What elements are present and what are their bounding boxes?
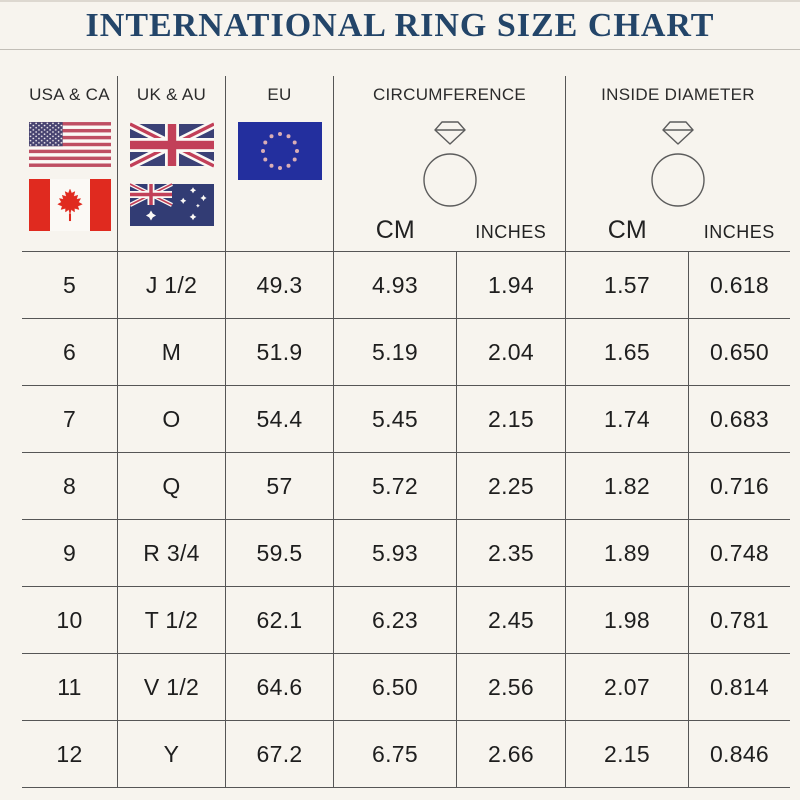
table-cell: 2.25 <box>456 453 565 519</box>
diameter-cm-label: CM <box>607 216 647 244</box>
table-cell: 9 <box>62 539 77 566</box>
diameter-units-row: CM INCHES <box>566 216 790 245</box>
table-cell: 4.93 <box>333 252 456 318</box>
header-col-inside-diameter: INSIDE DIAMETER CM INCHES <box>565 76 790 251</box>
table-cell: 12 <box>56 740 83 767</box>
table-cell: 2.56 <box>456 654 565 720</box>
table-cell: 1.74 <box>565 386 688 452</box>
table-cell: 1.94 <box>456 252 565 318</box>
canada-flag-icon <box>28 179 111 231</box>
uk-flag-icon <box>129 122 214 168</box>
table-row: 7 O 54.4 5.45 2.15 1.74 0.683 <box>22 385 790 452</box>
table-row: 5 J 1/2 49.3 4.93 1.94 1.57 0.618 <box>22 251 790 318</box>
table-cell: 59.5 <box>225 520 333 586</box>
diameter-inches-label: INCHES <box>703 222 775 242</box>
table-cell: 1.82 <box>565 453 688 519</box>
eu-flag-icon <box>237 122 322 180</box>
table-cell: 0.781 <box>688 587 790 653</box>
table-cell: 51.9 <box>225 319 333 385</box>
table-header: USA & CA <box>22 76 790 251</box>
table-cell: 2.04 <box>456 319 565 385</box>
table-cell: 1.98 <box>565 587 688 653</box>
circumference-inches-label: INCHES <box>475 222 547 242</box>
table-cell: 0.814 <box>688 654 790 720</box>
table-cell: 8 <box>62 472 77 499</box>
australia-flag-icon <box>129 182 214 226</box>
diamond-ring-icon <box>422 121 477 207</box>
size-table: USA & CA <box>22 76 790 788</box>
table-cell: 2.15 <box>456 386 565 452</box>
table-cell: 1.57 <box>565 252 688 318</box>
table-cell: 0.618 <box>688 252 790 318</box>
table-cell: 2.07 <box>565 654 688 720</box>
header-label-eu: EU <box>267 85 292 104</box>
table-cell: 0.748 <box>688 520 790 586</box>
table-row: 6 M 51.9 5.19 2.04 1.65 0.650 <box>22 318 790 385</box>
table-row: 12 Y 67.2 6.75 2.66 2.15 0.846 <box>22 720 790 787</box>
header-col-uk-au: UK & AU <box>117 76 225 251</box>
table-cell: 6.23 <box>333 587 456 653</box>
table-cell: 5.93 <box>333 520 456 586</box>
table-cell: 0.716 <box>688 453 790 519</box>
table-cell: 2.45 <box>456 587 565 653</box>
table-cell: O <box>117 386 225 452</box>
header-label-usa-ca: USA & CA <box>29 85 110 104</box>
table-row: 11 V 1/2 64.6 6.50 2.56 2.07 0.814 <box>22 653 790 720</box>
table-cell: 6 <box>62 338 77 365</box>
header-label-circumference: CIRCUMFERENCE <box>372 85 527 104</box>
table-cell: 64.6 <box>225 654 333 720</box>
table-cell: 2.35 <box>456 520 565 586</box>
usa-flag-icon <box>28 122 111 167</box>
header-col-usa-ca: USA & CA <box>22 76 117 251</box>
table-cell: 5.72 <box>333 453 456 519</box>
table-cell: 2.15 <box>565 721 688 787</box>
header-label-inside-diameter: INSIDE DIAMETER <box>601 85 755 104</box>
table-cell: 0.683 <box>688 386 790 452</box>
table-cell: 5.19 <box>333 319 456 385</box>
circumference-cm-label: CM <box>375 216 415 244</box>
table-cell: M <box>117 319 225 385</box>
table-cell: 5.45 <box>333 386 456 452</box>
uk-australia-flags <box>118 122 225 230</box>
eu-flag-wrap <box>226 122 333 180</box>
table-cell: 62.1 <box>225 587 333 653</box>
table-cell: Y <box>117 721 225 787</box>
chart-title-bar: INTERNATIONAL RING SIZE CHART <box>0 2 800 50</box>
table-cell: 0.650 <box>688 319 790 385</box>
header-col-circumference: CIRCUMFERENCE CM INCHES <box>333 76 565 251</box>
table-cell: 5 <box>62 271 77 298</box>
circumference-units-row: CM INCHES <box>334 216 565 245</box>
table-cell: 49.3 <box>225 252 333 318</box>
table-row: 9 R 3/4 59.5 5.93 2.35 1.89 0.748 <box>22 519 790 586</box>
table-cell: 57 <box>225 453 333 519</box>
diamond-ring-icon <box>651 121 705 207</box>
table-row: 8 Q 57 5.72 2.25 1.82 0.716 <box>22 452 790 519</box>
table-cell: 11 <box>57 673 82 700</box>
table-cell: 7 <box>62 405 77 432</box>
header-col-eu: EU <box>225 76 333 251</box>
table-cell: 1.89 <box>565 520 688 586</box>
table-cell: V 1/2 <box>117 654 225 720</box>
table-cell: 10 <box>56 606 83 633</box>
table-cell: 6.75 <box>333 721 456 787</box>
table-cell: J 1/2 <box>117 252 225 318</box>
header-label-uk-au: UK & AU <box>136 85 207 104</box>
table-row: 10 T 1/2 62.1 6.23 2.45 1.98 0.781 <box>22 586 790 653</box>
page-title: INTERNATIONAL RING SIZE CHART <box>85 6 715 44</box>
table-cell: 54.4 <box>225 386 333 452</box>
table-cell: 1.65 <box>565 319 688 385</box>
usa-canada-flags <box>22 122 117 231</box>
table-cell: Q <box>117 453 225 519</box>
table-cell: 2.66 <box>456 721 565 787</box>
table-cell: 67.2 <box>225 721 333 787</box>
table-cell: 6.50 <box>333 654 456 720</box>
table-cell: T 1/2 <box>117 587 225 653</box>
table-cell: 0.846 <box>688 721 790 787</box>
table-cell: R 3/4 <box>117 520 225 586</box>
